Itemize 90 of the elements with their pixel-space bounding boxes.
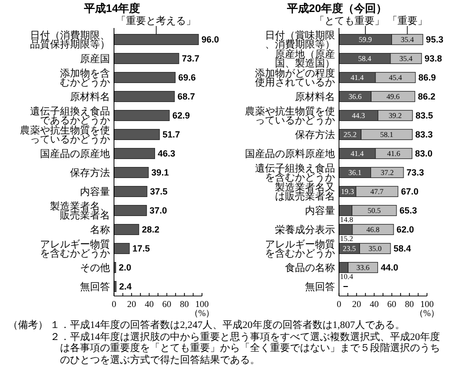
y-tick-label: 原産国 [80, 53, 110, 65]
total-label: 83.0 [415, 148, 433, 159]
bar [114, 204, 147, 216]
total-label: 58.4 [393, 244, 412, 254]
total-label: 73.3 [406, 168, 424, 178]
total-label: 44.0 [380, 262, 398, 273]
bar [114, 166, 149, 178]
y-tick-label: 農薬や抗生物質を使っているかどうか [20, 124, 110, 146]
data-label: 28.2 [142, 224, 160, 235]
bar [114, 90, 175, 102]
series-label: 「重要」 [387, 15, 428, 27]
x-tick-label: 80 [180, 299, 190, 309]
y-tick-label: その他 [80, 262, 110, 274]
total-label: 83.3 [415, 130, 433, 140]
bar [114, 72, 176, 84]
y-tick-label: 農薬や抗生物質を使っているかどうか [245, 106, 335, 126]
y-tick-label: 国産品の原産地 [40, 148, 110, 160]
series-label: 「とても重要」 [314, 15, 384, 27]
data-label: 37.0 [150, 206, 168, 216]
y-tick-label: 原産地（原産国、製造国） [275, 48, 335, 70]
chart-title: 平成14年度 [82, 2, 140, 15]
y-tick-label: 国産品の原料原産地 [245, 148, 335, 160]
x-tick-label: 100 [195, 299, 210, 309]
y-tick-label: アレルギー物質を含むかどうか [40, 238, 110, 260]
y-tick-label: 日付（消費期限、品質保持期限等） [30, 30, 110, 50]
total-label: 86.9 [418, 72, 436, 83]
total-label: 62.0 [396, 224, 414, 235]
text: １．平成14年度の回答者数は2,247人、平成20年度の回答者数は1,807人である。 [50, 320, 406, 332]
text: − [343, 282, 348, 292]
y-tick-label: 内容量 [80, 186, 110, 198]
data-label: 68.7 [177, 92, 195, 102]
y-tick-label: 食品の名称 [285, 262, 335, 274]
y-tick-label: 添加物を含むかどうか [60, 68, 110, 88]
y-tick-label: 栄養成分表示 [275, 224, 335, 236]
x-tick-label: 40 [370, 299, 380, 309]
x-tick-label: 0 [336, 299, 342, 309]
data-label: 73.7 [182, 54, 200, 64]
total-label: 83.5 [415, 110, 434, 121]
chart-title: 平成20年度（今回） [286, 2, 388, 15]
x-tick-label: 40 [144, 299, 154, 309]
x-tick-label: 60 [162, 299, 172, 309]
data-label: 96.0 [201, 34, 220, 45]
bar [114, 52, 180, 64]
x-tick-label: 100 [420, 299, 434, 309]
y-tick-label: 原材料名 [295, 91, 335, 103]
total-label: 86.2 [418, 92, 436, 102]
total-label: 65.3 [399, 206, 417, 216]
bar [114, 224, 140, 236]
bar [114, 148, 156, 160]
total-label: 67.0 [400, 186, 418, 197]
x-tick-label: 80 [404, 299, 414, 309]
text: （備考） [8, 320, 49, 332]
x-tick-label: 20 [352, 299, 362, 309]
total-label: 93.8 [424, 54, 442, 64]
x-tick-label: 20 [127, 299, 137, 309]
data-label: 51.7 [162, 130, 180, 140]
data-label: 62.9 [172, 110, 190, 121]
y-tick-label: アレルギー物質を含むかどうか [265, 238, 335, 260]
data-label: 69.6 [178, 72, 196, 83]
x-axis-title: （%） [414, 308, 440, 318]
text: ２．平成14年度は選択肢の中から重要と思う事項をすべて選ぶ複数選択式、平成20年度は各事項の重要度を「とても重要」から「全く重要ではない」まで５段階選択のうちのひとつを選ぶ方式で得た回答結果である。 [50, 332, 441, 366]
y-tick-label: 遺伝子組換え食品を含むかどうか [255, 162, 335, 184]
y-tick-label: 無回答 [80, 281, 110, 293]
y-tick-label: 遺伝子組換え食品であるかどうか [30, 106, 110, 126]
data-label: 2.4 [119, 282, 132, 292]
y-tick-label: 保存方法 [295, 129, 335, 141]
total-label: 95.3 [426, 34, 444, 45]
data-label: 39.1 [151, 168, 169, 178]
x-tick-label: 0 [112, 299, 117, 309]
y-tick-label: 添加物がどの程度使用されているか [255, 68, 335, 88]
bar [114, 34, 199, 46]
bar [114, 242, 130, 254]
data-label: 2.0 [118, 262, 132, 273]
data-label: 46.3 [158, 148, 176, 159]
y-tick-label: 無回答 [305, 281, 335, 293]
data-label: 37.5 [150, 186, 168, 197]
x-tick-label: 60 [387, 299, 397, 309]
y-tick-label: 製造業者名、販売業者名 [50, 200, 110, 222]
y-tick-label: 日付（賞味期限、消費期限等） [265, 30, 335, 50]
bar [114, 128, 160, 140]
y-tick-label: 原材料名 [70, 91, 110, 103]
series-label: 「重要と考える」 [116, 15, 196, 27]
data-label: 17.5 [132, 244, 150, 254]
y-tick-label: 内容量 [305, 205, 335, 217]
x-axis-title: （%） [189, 308, 215, 318]
y-tick-label: 名称 [90, 224, 110, 236]
y-tick-label: 製造業者名又は販売業者名 [275, 182, 335, 202]
bar [114, 110, 170, 122]
bar [114, 186, 148, 198]
y-tick-label: 保存方法 [70, 167, 110, 179]
